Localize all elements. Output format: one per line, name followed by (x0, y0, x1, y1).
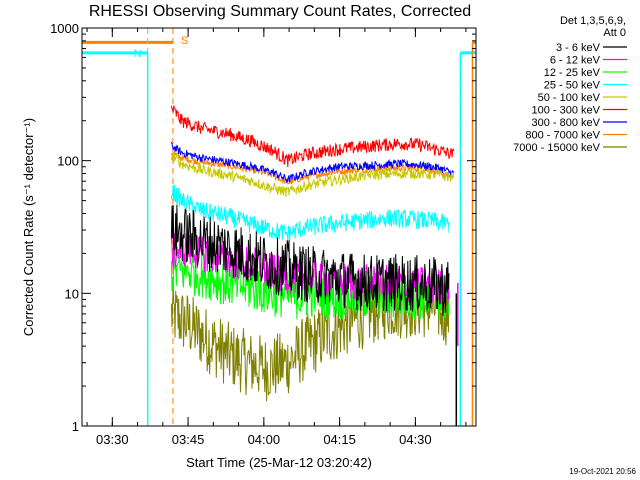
x-tick-label: 04:30 (399, 432, 432, 447)
data-layer: NS (82, 28, 476, 426)
x-tick-label: 03:45 (172, 432, 205, 447)
legend-label-8: 7000 - 15000 keV (513, 142, 601, 154)
y-tick-label: 1000 (50, 21, 79, 36)
series-trace-6 (170, 141, 455, 184)
axis-layer: 1 10 100 1000 03:30 03:45 04:00 04:15 04:30 (50, 21, 476, 447)
series-trace-5 (170, 105, 455, 168)
legend-label-4: 50 - 100 keV (538, 92, 601, 104)
series-trace-0 (170, 204, 450, 316)
plot-frame (81, 27, 477, 427)
y-tick-label: 1 (72, 419, 79, 434)
series-group: NS (82, 28, 476, 426)
series-trace-3 (170, 184, 450, 242)
legend-label-6: 300 - 800 keV (532, 117, 601, 129)
annotation-label-n: N (134, 48, 142, 60)
x-tick-label: 04:00 (248, 432, 281, 447)
legend-header-line1: Det 1,3,5,6,9, (560, 15, 626, 27)
series-trace-4 (170, 152, 455, 197)
legend-label-5: 100 - 300 keV (532, 105, 601, 117)
x-axis-label: Start Time (25-Mar-12 03:20:42) (186, 455, 372, 470)
legend-label-2: 12 - 25 keV (544, 67, 601, 79)
chart-title: RHESSI Observing Summary Count Rates, Co… (89, 3, 471, 20)
legend-label-0: 3 - 6 keV (556, 42, 601, 54)
y-tick-label: 100 (57, 154, 79, 169)
legend-label-1: 6 - 12 keV (550, 55, 601, 67)
annotation-label-s: S (181, 35, 188, 47)
legend-header-line2: Att 0 (603, 27, 626, 39)
y-tick-label: 10 (65, 286, 79, 301)
x-tick-label: 03:30 (96, 432, 129, 447)
y-axis-label: Corrected Count Rate (s⁻¹ detector⁻¹) (21, 118, 36, 336)
legend-label-7: 800 - 7000 keV (525, 130, 600, 142)
x-tick-label: 04:15 (323, 432, 356, 447)
footer-date: 19-Oct-2021 20:56 (569, 467, 636, 476)
legend-label-3: 25 - 50 keV (544, 80, 601, 92)
